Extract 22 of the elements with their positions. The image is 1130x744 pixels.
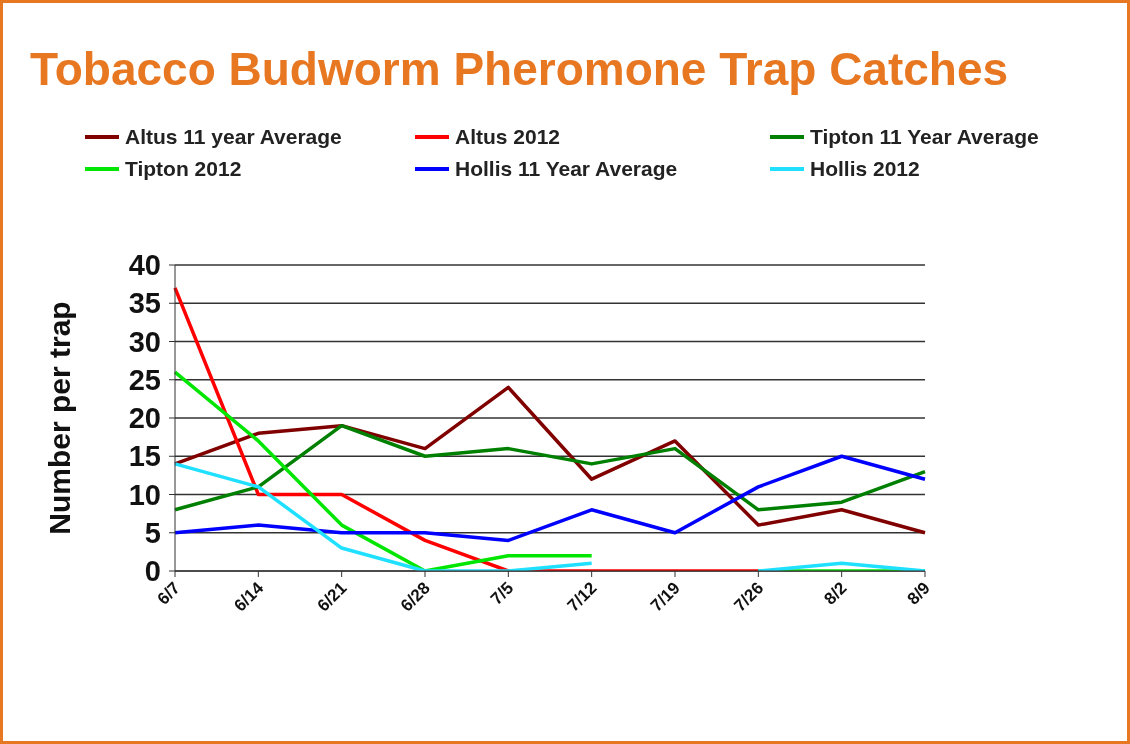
y-tick-label: 10	[128, 478, 161, 511]
y-tick-label: 35	[128, 287, 161, 320]
y-tick-label: 40	[128, 249, 161, 281]
legend-label: Altus 11 year Average	[125, 125, 342, 149]
x-tick-label: 8/2	[820, 578, 851, 609]
x-tick-label: 7/5	[487, 578, 518, 609]
y-axis-title: Number per trap	[42, 301, 76, 535]
legend-label: Altus 2012	[455, 125, 561, 149]
legend-label: Tipton 11 Year Average	[810, 125, 1039, 149]
x-tick-label: 6/21	[313, 578, 351, 616]
chart-title: Tobacco Budworm Pheromone Trap Catches	[30, 42, 1010, 96]
legend-label: Hollis 11 Year Average	[455, 157, 678, 181]
legend-label: Tipton 2012	[125, 157, 242, 181]
y-tick-label: 5	[144, 516, 161, 549]
y-tick-label: 30	[128, 325, 161, 358]
line-series	[173, 286, 761, 571]
y-tick-label: 20	[128, 402, 161, 434]
y-tick-label: 15	[128, 440, 161, 473]
y-tick-label: 25	[128, 363, 161, 396]
x-tick-label: 8/9	[903, 578, 934, 609]
y-tick-label: 0	[144, 555, 161, 587]
legend-label: Hollis 2012	[810, 157, 920, 181]
